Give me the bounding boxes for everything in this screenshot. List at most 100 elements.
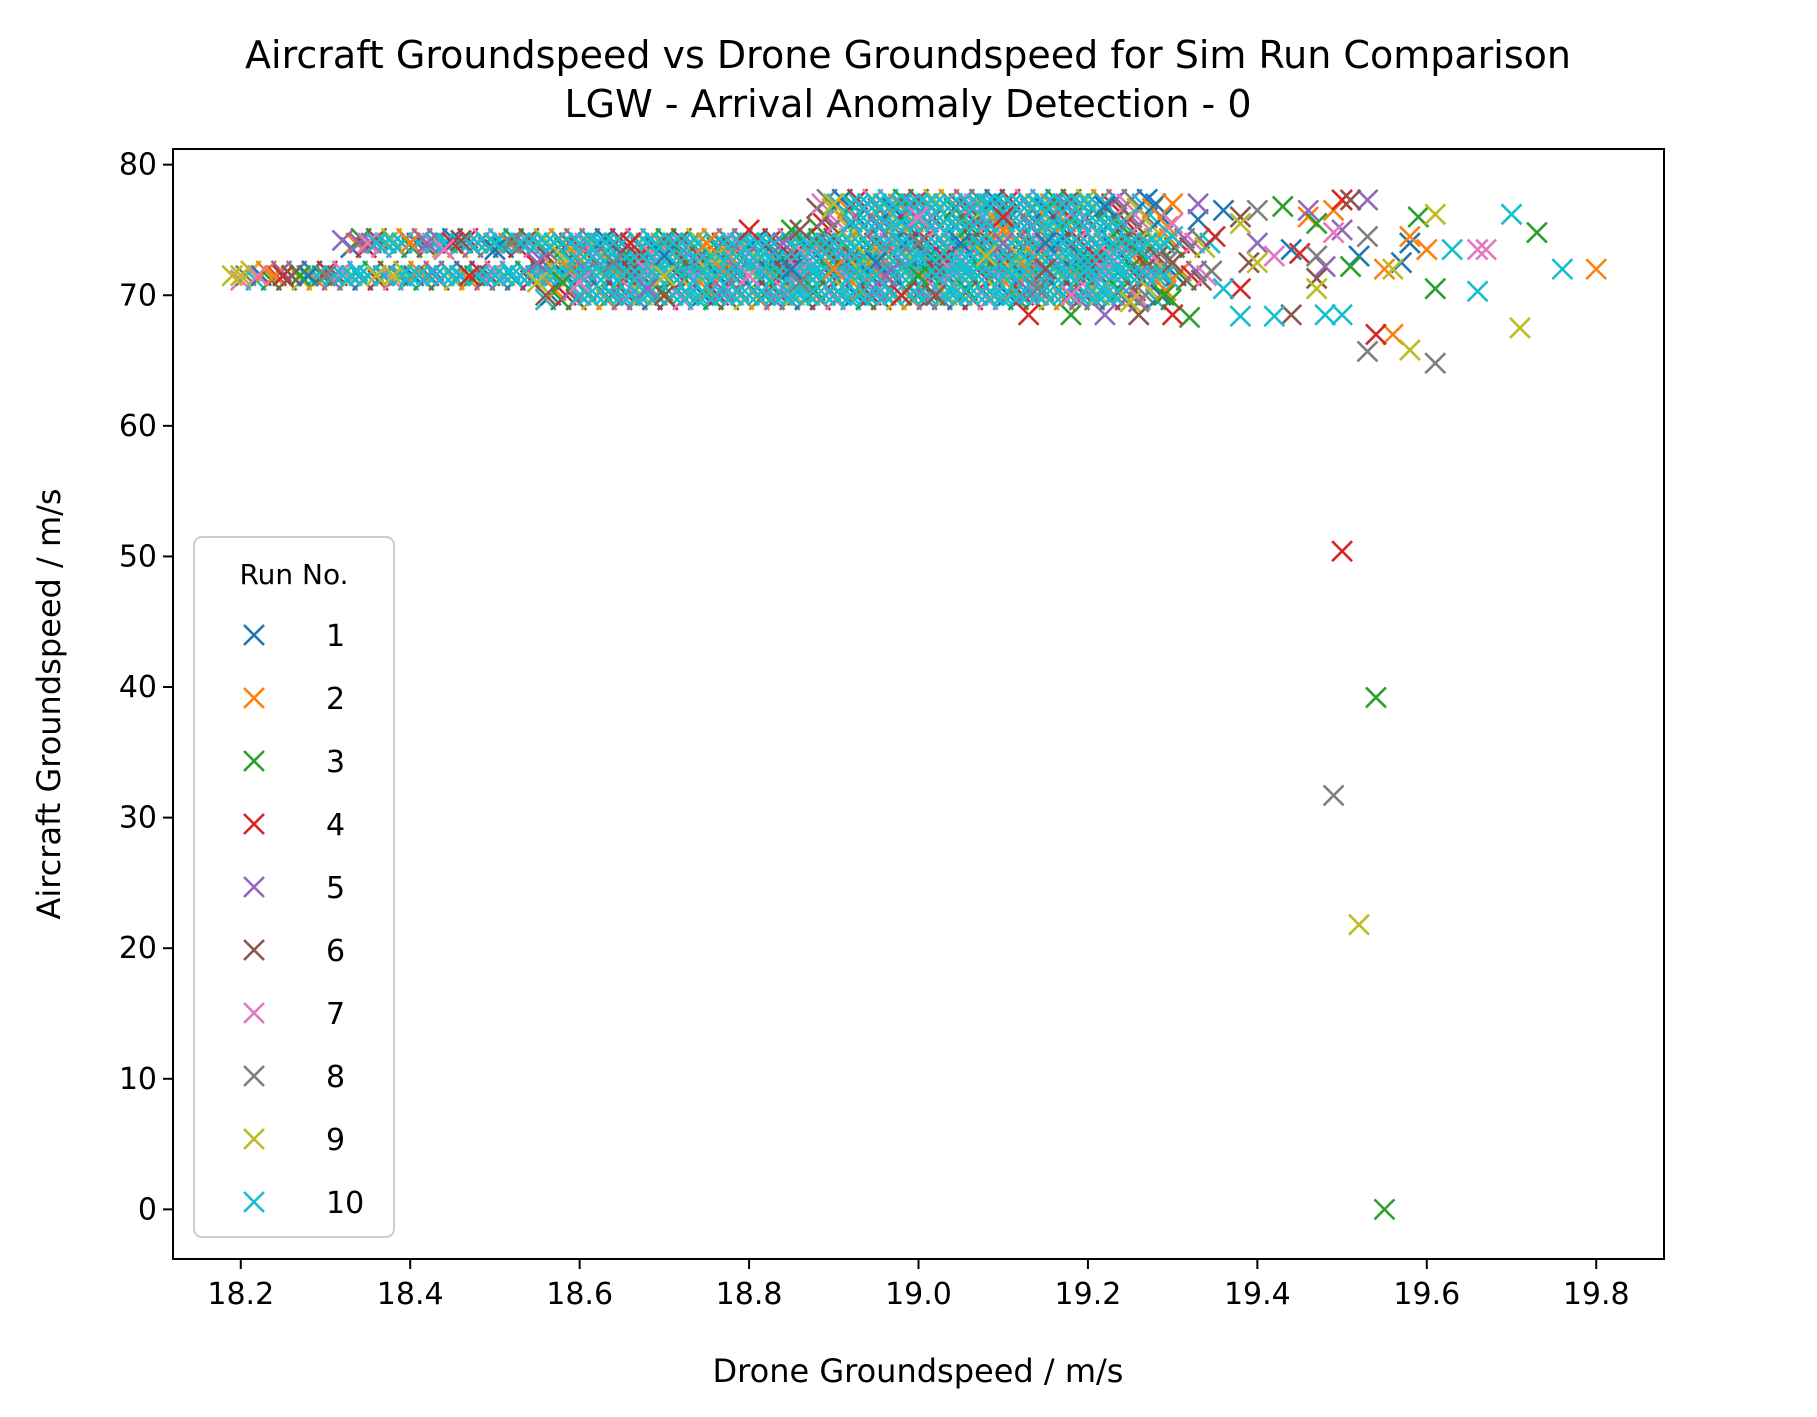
- band-marker: [1068, 284, 1091, 307]
- data-point-run-7: [1475, 238, 1498, 261]
- band-marker: [1093, 284, 1116, 307]
- data-point-run-3: [1526, 221, 1548, 244]
- data-point-run-4: [1161, 303, 1184, 326]
- legend-label-run-8: 8: [326, 1060, 345, 1095]
- data-point-run-1: [1144, 192, 1167, 215]
- data-point-run-3: [1305, 212, 1328, 235]
- band-marker: [932, 192, 955, 215]
- band-marker: [594, 284, 616, 307]
- band-marker: [450, 264, 472, 287]
- legend-label-run-10: 10: [326, 1186, 364, 1221]
- data-point-run-3: [1060, 303, 1082, 326]
- band-marker: [890, 211, 913, 234]
- band-marker: [661, 264, 684, 287]
- band-marker: [941, 192, 964, 215]
- band-marker: [983, 192, 1006, 215]
- band-marker: [687, 284, 710, 307]
- legend-label-run-2: 2: [326, 682, 345, 717]
- data-point-run-5: [636, 277, 659, 300]
- data-points: [221, 189, 1608, 1221]
- band-marker: [484, 264, 506, 287]
- band-marker: [356, 264, 379, 287]
- band-marker: [746, 284, 769, 307]
- data-point-run-4: [738, 219, 760, 241]
- band-marker: [983, 284, 1006, 307]
- band-marker: [611, 284, 633, 307]
- band-marker: [560, 232, 583, 254]
- x-tick-label: 19.8: [1563, 1277, 1630, 1312]
- x-tick-label: 18.2: [207, 1277, 274, 1312]
- legend-marker-run-4: [243, 813, 265, 835]
- data-point-run-4: [619, 232, 642, 254]
- band-marker: [1102, 284, 1125, 307]
- data-point-run-6: [1237, 251, 1260, 274]
- data-point-run-10: [1263, 305, 1286, 328]
- data-point-run-9: [822, 192, 845, 215]
- data-point-run-4: [1204, 225, 1226, 248]
- data-point-run-6: [1280, 303, 1303, 326]
- data-point-run-7: [356, 232, 379, 254]
- band-marker: [992, 211, 1015, 234]
- band-marker: [899, 192, 921, 215]
- data-point-run-9: [1424, 203, 1447, 226]
- band-marker: [746, 232, 769, 254]
- data-point-run-3: [1271, 195, 1294, 218]
- band-marker: [1060, 211, 1082, 234]
- data-point-run-7: [568, 271, 591, 294]
- legend-items: 1 2 3 4 5 6 7 8 9 10: [243, 619, 364, 1221]
- data-point-run-4: [992, 205, 1015, 228]
- band-marker: [577, 284, 600, 307]
- band-marker: [958, 192, 981, 215]
- band-marker: [1043, 232, 1065, 254]
- band-marker: [661, 284, 684, 307]
- band-marker: [839, 284, 862, 307]
- band-marker: [932, 284, 955, 307]
- data-point-run-3: [551, 271, 574, 294]
- band-marker: [441, 264, 464, 287]
- data-point-run-10: [992, 264, 1015, 287]
- band-marker: [1009, 284, 1032, 307]
- band-marker: [949, 211, 972, 234]
- band-marker: [1043, 284, 1065, 307]
- data-point-run-6: [924, 284, 947, 307]
- data-point-run-6: [450, 229, 472, 252]
- data-point-run-7: [1466, 238, 1489, 261]
- band-marker: [831, 284, 854, 307]
- band-marker: [721, 264, 744, 287]
- data-point-run-4: [1229, 277, 1252, 300]
- legend-title: Run No.: [239, 558, 348, 591]
- band-marker: [907, 284, 930, 307]
- legend-marker-run-6: [243, 939, 265, 961]
- band-marker: [1000, 284, 1023, 307]
- band-marker: [949, 284, 972, 307]
- band-marker: [1009, 192, 1032, 215]
- band-marker: [678, 284, 701, 307]
- band-marker: [433, 264, 456, 287]
- band-marker: [848, 192, 871, 215]
- data-point-run-7: [1322, 221, 1345, 244]
- y-tick-label: 70: [119, 278, 157, 313]
- data-point-run-10: [1441, 238, 1464, 261]
- data-point-run-10: [365, 232, 388, 254]
- band-marker: [966, 232, 989, 254]
- band-marker: [763, 284, 786, 307]
- data-point-run-8: [788, 271, 811, 294]
- data-point-run-6: [1229, 205, 1252, 228]
- x-tick-label: 18.4: [377, 1277, 444, 1312]
- band-marker: [899, 284, 921, 307]
- band-marker: [949, 192, 972, 215]
- band-marker: [695, 284, 718, 307]
- band-marker: [721, 284, 744, 307]
- band-marker: [890, 192, 913, 215]
- band-marker: [1034, 192, 1057, 215]
- band-marker: [611, 264, 633, 287]
- band-marker: [890, 264, 913, 287]
- band-marker: [331, 264, 354, 287]
- y-axis-ticks: 0 10 20 30 40 50 60 70 80: [119, 148, 173, 1227]
- data-point-run-9: [365, 264, 388, 287]
- band-marker: [763, 264, 786, 287]
- legend-marker-run-9: [243, 1128, 265, 1150]
- band-marker: [678, 232, 701, 254]
- data-point-run-1: [1187, 208, 1209, 231]
- legend-label-run-3: 3: [326, 745, 345, 780]
